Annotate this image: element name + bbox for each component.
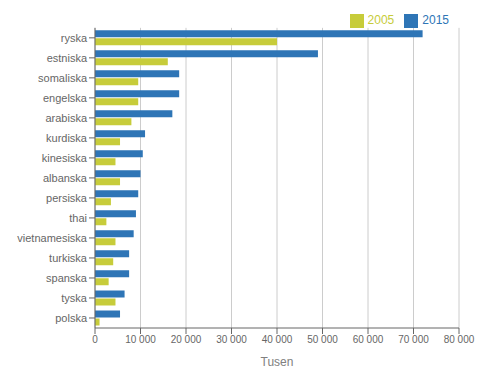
svg-text:80 000: 80 000 (444, 334, 475, 345)
svg-text:10 000: 10 000 (125, 334, 156, 345)
svg-text:persiska: persiska (46, 192, 88, 204)
svg-text:estniska: estniska (47, 52, 88, 64)
svg-text:tyska: tyska (61, 292, 88, 304)
svg-text:albanska: albanska (43, 172, 88, 184)
svg-text:20 000: 20 000 (171, 334, 202, 345)
svg-text:ryska: ryska (61, 32, 88, 44)
svg-text:vietnamesiska: vietnamesiska (17, 232, 88, 244)
svg-text:spanska: spanska (46, 272, 88, 284)
html-text:2005: 2005 (367, 13, 395, 27)
svg-text:kinesiska: kinesiska (42, 152, 88, 164)
svg-text:0: 0 (92, 334, 98, 345)
svg-text:Tusen: Tusen (261, 355, 294, 369)
svg-text:60 000: 60 000 (353, 334, 384, 345)
svg-text:arabiska: arabiska (45, 112, 87, 124)
html-text:2015: 2015 (422, 13, 449, 27)
svg-text:40 000: 40 000 (262, 334, 293, 345)
svg-text:somaliska: somaliska (38, 72, 88, 84)
svg-text:kurdiska: kurdiska (46, 132, 88, 144)
svg-text:turkiska: turkiska (49, 252, 88, 264)
svg-text:30 000: 30 000 (216, 334, 247, 345)
svg-text:70 000: 70 000 (398, 334, 429, 345)
svg-text:thai: thai (69, 212, 87, 224)
svg-text:50 000: 50 000 (307, 334, 338, 345)
svg-text:polska: polska (55, 312, 88, 324)
svg-text:engelska: engelska (43, 92, 88, 104)
